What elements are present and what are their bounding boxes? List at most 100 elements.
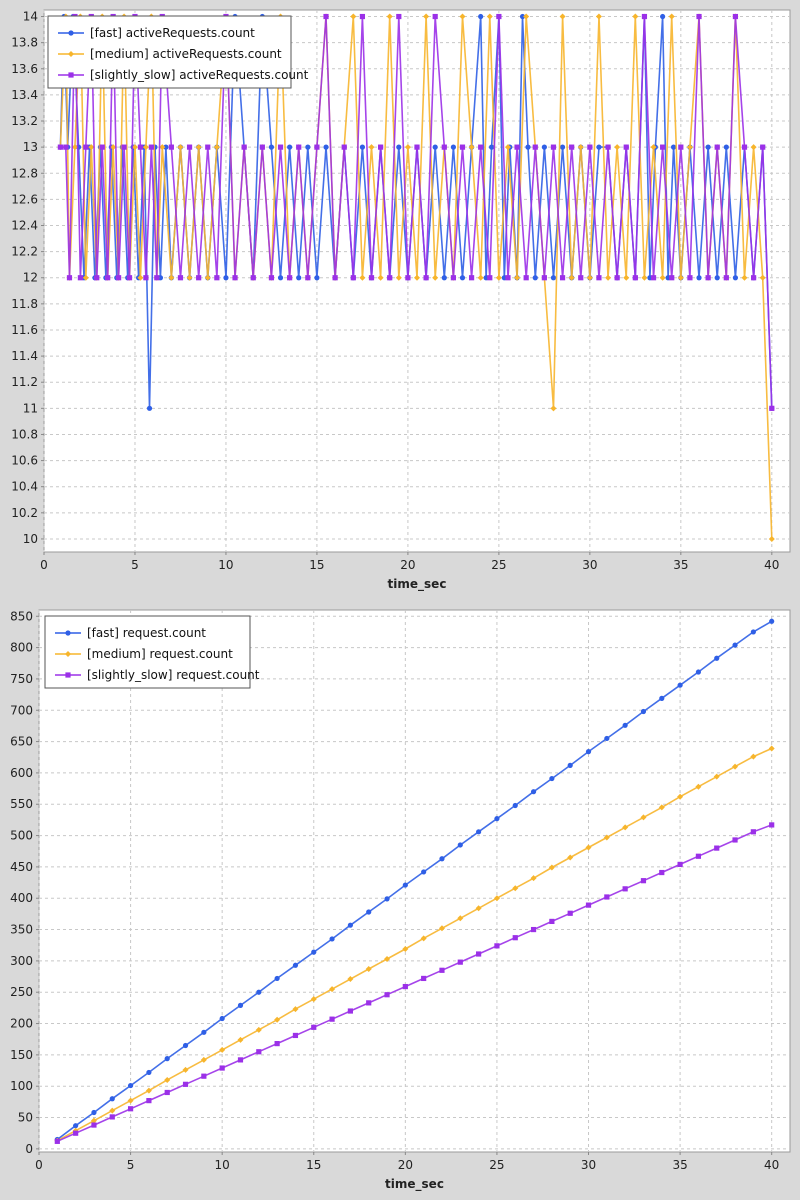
data-point bbox=[577, 144, 584, 151]
data-point bbox=[567, 762, 573, 768]
data-point bbox=[127, 1106, 134, 1112]
y-tick-label: 13.2 bbox=[11, 114, 38, 128]
data-point bbox=[512, 885, 519, 892]
data-point bbox=[347, 922, 353, 928]
data-point bbox=[423, 275, 429, 281]
y-tick-label: 11 bbox=[23, 401, 38, 415]
active-requests-chart: 10 10.2 10.4 10.6 10.8 11 11.2 11.4 11.6 11.8 12 12… bbox=[11, 9, 791, 592]
x-tick-label: 15 bbox=[306, 1158, 321, 1172]
y-tick-label: 800 bbox=[10, 641, 33, 655]
data-point bbox=[314, 144, 320, 150]
request-count-chart: 0501001502002503003504004505005506006507… bbox=[10, 609, 791, 1192]
data-point bbox=[402, 945, 409, 952]
y-tick-label: 0 bbox=[25, 1142, 33, 1156]
x-tick-label: 30 bbox=[582, 558, 597, 572]
data-point bbox=[142, 144, 149, 151]
data-point bbox=[468, 144, 475, 151]
series-line bbox=[56, 747, 773, 1142]
data-point bbox=[605, 274, 612, 281]
data-point bbox=[177, 275, 184, 281]
y-tick-label: 13.6 bbox=[11, 62, 38, 76]
legend-marker bbox=[68, 51, 74, 57]
data-point bbox=[168, 274, 175, 281]
y-tick-label: 200 bbox=[10, 1017, 33, 1031]
x-axis-title: time_sec bbox=[388, 577, 447, 592]
data-point bbox=[640, 708, 647, 715]
data-point bbox=[595, 13, 602, 20]
data-point bbox=[732, 13, 739, 20]
data-point bbox=[137, 274, 144, 281]
data-point bbox=[705, 275, 711, 281]
data-point bbox=[750, 629, 756, 635]
y-tick-label: 100 bbox=[10, 1079, 33, 1093]
data-point bbox=[622, 722, 628, 728]
data-point bbox=[196, 275, 202, 281]
legend-item: [medium] request.count bbox=[55, 647, 233, 661]
data-point bbox=[514, 144, 520, 150]
legend-marker bbox=[65, 651, 71, 657]
data-point bbox=[493, 895, 500, 902]
data-point bbox=[359, 274, 366, 281]
x-tick-label: 40 bbox=[764, 1158, 779, 1172]
x-axis-title: time_sec bbox=[385, 1177, 444, 1192]
x-tick-label: 25 bbox=[489, 1158, 504, 1172]
data-point bbox=[514, 274, 521, 281]
data-point bbox=[677, 793, 684, 800]
y-tick-label: 12 bbox=[23, 271, 38, 285]
data-point bbox=[723, 275, 729, 281]
data-point bbox=[677, 274, 684, 281]
data-point bbox=[585, 844, 592, 851]
data-point bbox=[200, 1056, 207, 1063]
data-point bbox=[550, 275, 557, 281]
data-point bbox=[668, 13, 675, 20]
legend-label: [medium] activeRequests.count bbox=[90, 47, 282, 61]
data-point bbox=[494, 943, 500, 949]
data-point bbox=[695, 783, 702, 790]
data-point bbox=[585, 749, 592, 755]
data-point bbox=[274, 975, 280, 982]
data-point bbox=[450, 275, 456, 281]
data-point bbox=[329, 986, 336, 993]
data-point bbox=[99, 144, 105, 150]
data-point bbox=[494, 816, 500, 822]
data-point bbox=[154, 275, 160, 281]
data-point bbox=[91, 1122, 97, 1128]
y-tick-label: 650 bbox=[10, 735, 33, 749]
data-point bbox=[268, 144, 275, 150]
data-point bbox=[146, 1069, 152, 1076]
series-2 bbox=[54, 822, 775, 1144]
data-point bbox=[632, 13, 639, 20]
x-tick-label: 5 bbox=[127, 1158, 135, 1172]
data-point bbox=[323, 144, 329, 150]
data-point bbox=[723, 144, 729, 150]
data-point bbox=[696, 13, 702, 20]
y-tick-label: 400 bbox=[10, 891, 33, 905]
data-point bbox=[214, 275, 220, 281]
data-point bbox=[530, 926, 537, 933]
data-point bbox=[323, 13, 329, 20]
data-point bbox=[477, 274, 484, 281]
data-point bbox=[523, 13, 530, 20]
y-tick-label: 13 bbox=[23, 140, 38, 154]
data-point bbox=[237, 1036, 244, 1043]
y-tick-label: 250 bbox=[10, 985, 33, 999]
data-point bbox=[432, 144, 438, 150]
data-point bbox=[329, 1016, 335, 1022]
data-point bbox=[241, 144, 247, 150]
x-tick-label: 25 bbox=[491, 558, 506, 572]
series-line bbox=[56, 824, 772, 1143]
data-point bbox=[768, 745, 775, 752]
y-tick-label: 10 bbox=[23, 532, 38, 546]
data-point bbox=[204, 274, 211, 281]
data-point bbox=[186, 144, 193, 150]
data-point bbox=[359, 144, 366, 150]
data-point bbox=[559, 144, 566, 150]
y-tick-label: 12.8 bbox=[11, 166, 38, 180]
data-point bbox=[714, 655, 720, 661]
data-point bbox=[164, 1056, 170, 1062]
data-point bbox=[311, 949, 317, 955]
data-point bbox=[641, 13, 648, 20]
data-point bbox=[77, 275, 83, 281]
data-point bbox=[405, 275, 411, 281]
data-point bbox=[219, 1015, 225, 1022]
